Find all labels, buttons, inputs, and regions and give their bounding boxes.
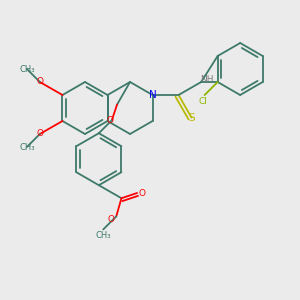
Text: O: O bbox=[108, 215, 115, 224]
Text: CH₃: CH₃ bbox=[95, 231, 111, 240]
Text: O: O bbox=[106, 116, 113, 125]
Text: S: S bbox=[188, 112, 195, 123]
Text: N: N bbox=[149, 90, 156, 100]
Text: O: O bbox=[36, 130, 43, 139]
Text: O: O bbox=[139, 188, 145, 197]
Text: CH₃: CH₃ bbox=[19, 142, 34, 152]
Text: O: O bbox=[36, 77, 43, 86]
Text: CH₃: CH₃ bbox=[19, 64, 34, 74]
Text: Cl: Cl bbox=[198, 97, 207, 106]
Text: NH: NH bbox=[200, 76, 214, 85]
